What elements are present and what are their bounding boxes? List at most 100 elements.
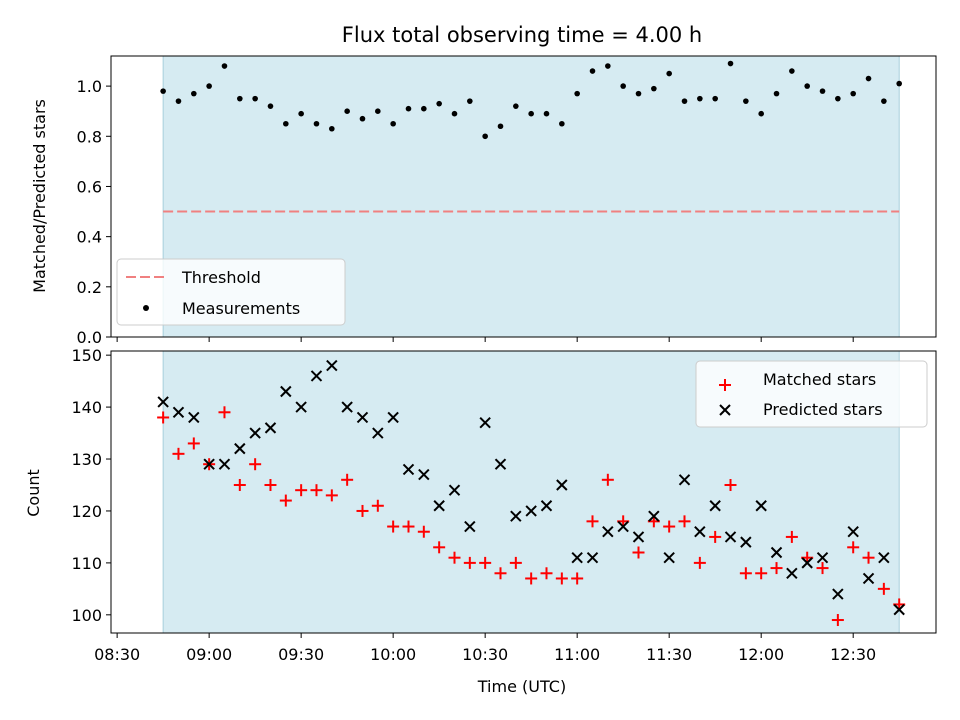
- measurement-point: [359, 115, 366, 122]
- predicted-star-point: [709, 500, 721, 512]
- measurement-point: [666, 70, 672, 77]
- count-x-ticks: 08:30 09:00 09:30 10:00 10:30 11:00 11:30 12:00…: [94, 633, 876, 664]
- predicted-star-point: [617, 520, 629, 533]
- measurement-point: [405, 105, 412, 112]
- measurement-point: [206, 83, 212, 89]
- legend-threshold-label: Threshold: [181, 268, 261, 287]
- matched-star-point: [601, 473, 614, 486]
- ratio-panel: 0.0 0.2 0.4 0.6 0.8 1.0 Matched/Predicted sta…: [30, 55, 937, 347]
- predicted-star-point: [249, 427, 261, 439]
- measurement-point: [896, 80, 902, 87]
- measurement-point: [559, 120, 565, 127]
- count-y-tick-label: 110: [71, 554, 102, 573]
- matched-star-point: [279, 494, 292, 507]
- count-x-tick-label: 08:30: [94, 645, 140, 664]
- legend-predicted-swatch: [719, 404, 731, 416]
- measurement-point: [436, 100, 442, 107]
- matched-star-point: [387, 520, 400, 533]
- predicted-star-point: [540, 500, 553, 512]
- matched-star-point: [678, 515, 691, 528]
- matched-star-point: [739, 567, 752, 580]
- count-y-tick-label: 100: [71, 606, 102, 625]
- legend-predicted-label: Predicted stars: [763, 400, 883, 419]
- predicted-star-point: [234, 442, 246, 455]
- matched-star-point: [249, 458, 262, 471]
- ratio-y-tick-label: 0.6: [77, 177, 102, 196]
- measurement-point: [313, 120, 320, 127]
- measurement-point: [635, 90, 642, 97]
- predicted-star-point: [816, 551, 829, 564]
- count-x-tick-label: 09:30: [278, 645, 324, 664]
- ratio-y-tick-label: 0.0: [77, 328, 102, 347]
- predicted-star-point: [402, 463, 415, 476]
- measurement-point: [605, 63, 611, 69]
- predicted-star-point: [372, 427, 384, 439]
- matched-star-point: [233, 478, 246, 491]
- measurement-point: [881, 98, 887, 104]
- measurement-point: [543, 110, 550, 117]
- predicted-star-point: [280, 385, 292, 398]
- predicted-star-point: [586, 551, 599, 564]
- measurement-point: [497, 123, 504, 130]
- predicted-star-point: [632, 531, 645, 543]
- measurement-point: [221, 63, 228, 69]
- figure-title: Flux total observing time = 4.00 h: [342, 23, 702, 47]
- measurement-point: [451, 110, 458, 117]
- count-y-axis-label: Count: [24, 469, 43, 517]
- ratio-y-axis-label: Matched/Predicted stars: [30, 99, 49, 293]
- predicted-star-point: [510, 510, 522, 522]
- matched-star-point: [632, 546, 645, 559]
- matched-star-point: [724, 478, 737, 491]
- measurement-point: [835, 95, 841, 102]
- measurement-point: [421, 105, 427, 112]
- matched-star-point: [402, 520, 415, 533]
- measurement-point: [267, 103, 274, 109]
- count-x-tick-label: 10:30: [462, 645, 508, 664]
- measurement-point: [743, 98, 749, 104]
- predicted-star-point: [755, 500, 767, 512]
- count-y-tick-label: 150: [71, 346, 102, 365]
- measurements-series: [160, 60, 902, 140]
- measurement-point: [773, 90, 780, 97]
- matched-star-point: [571, 572, 584, 585]
- matched-star-point: [295, 484, 308, 497]
- measurement-point: [252, 95, 258, 102]
- measurement-point: [620, 83, 626, 89]
- matched-star-point: [463, 556, 476, 569]
- predicted-star-point: [295, 401, 307, 413]
- matched-star-point: [831, 614, 844, 627]
- matched-star-point: [341, 473, 354, 486]
- predicted-star-point: [341, 401, 353, 413]
- measurement-point: [758, 110, 764, 117]
- ratio-x-ticks: [116, 337, 854, 342]
- ratio-y-tick-label: 0.8: [77, 127, 102, 146]
- predicted-star-point: [218, 458, 231, 470]
- predicted-star-point: [494, 458, 507, 470]
- predicted-star-point: [448, 484, 461, 496]
- count-y-ticks: 100 110 120 130 140 150: [71, 346, 111, 625]
- measurement-point: [298, 110, 304, 117]
- matched-star-point: [816, 562, 829, 575]
- measurement-point: [865, 75, 872, 82]
- matched-star-point: [218, 406, 231, 419]
- count-x-tick-label: 11:30: [646, 645, 692, 664]
- matched-star-point: [770, 562, 783, 575]
- matched-star-point: [509, 556, 522, 569]
- matched-star-point: [371, 499, 384, 512]
- predicted-star-point: [556, 479, 568, 491]
- predicted-star-point: [464, 520, 476, 533]
- x-axis-label: Time (UTC): [477, 677, 566, 696]
- predicted-star-point: [356, 411, 369, 424]
- predicted-star-point: [203, 458, 215, 470]
- predicted-star-point: [648, 510, 660, 522]
- measurement-point: [513, 103, 519, 109]
- measurement-point: [237, 95, 243, 102]
- measurement-point: [191, 90, 197, 97]
- ratio-axes-frame: [110, 55, 937, 338]
- matched-star-point: [356, 504, 369, 517]
- predicted-star-point: [786, 567, 798, 579]
- count-x-tick-label: 10:00: [370, 645, 416, 664]
- predicted-star-point: [862, 572, 875, 585]
- measurement-point: [574, 90, 580, 97]
